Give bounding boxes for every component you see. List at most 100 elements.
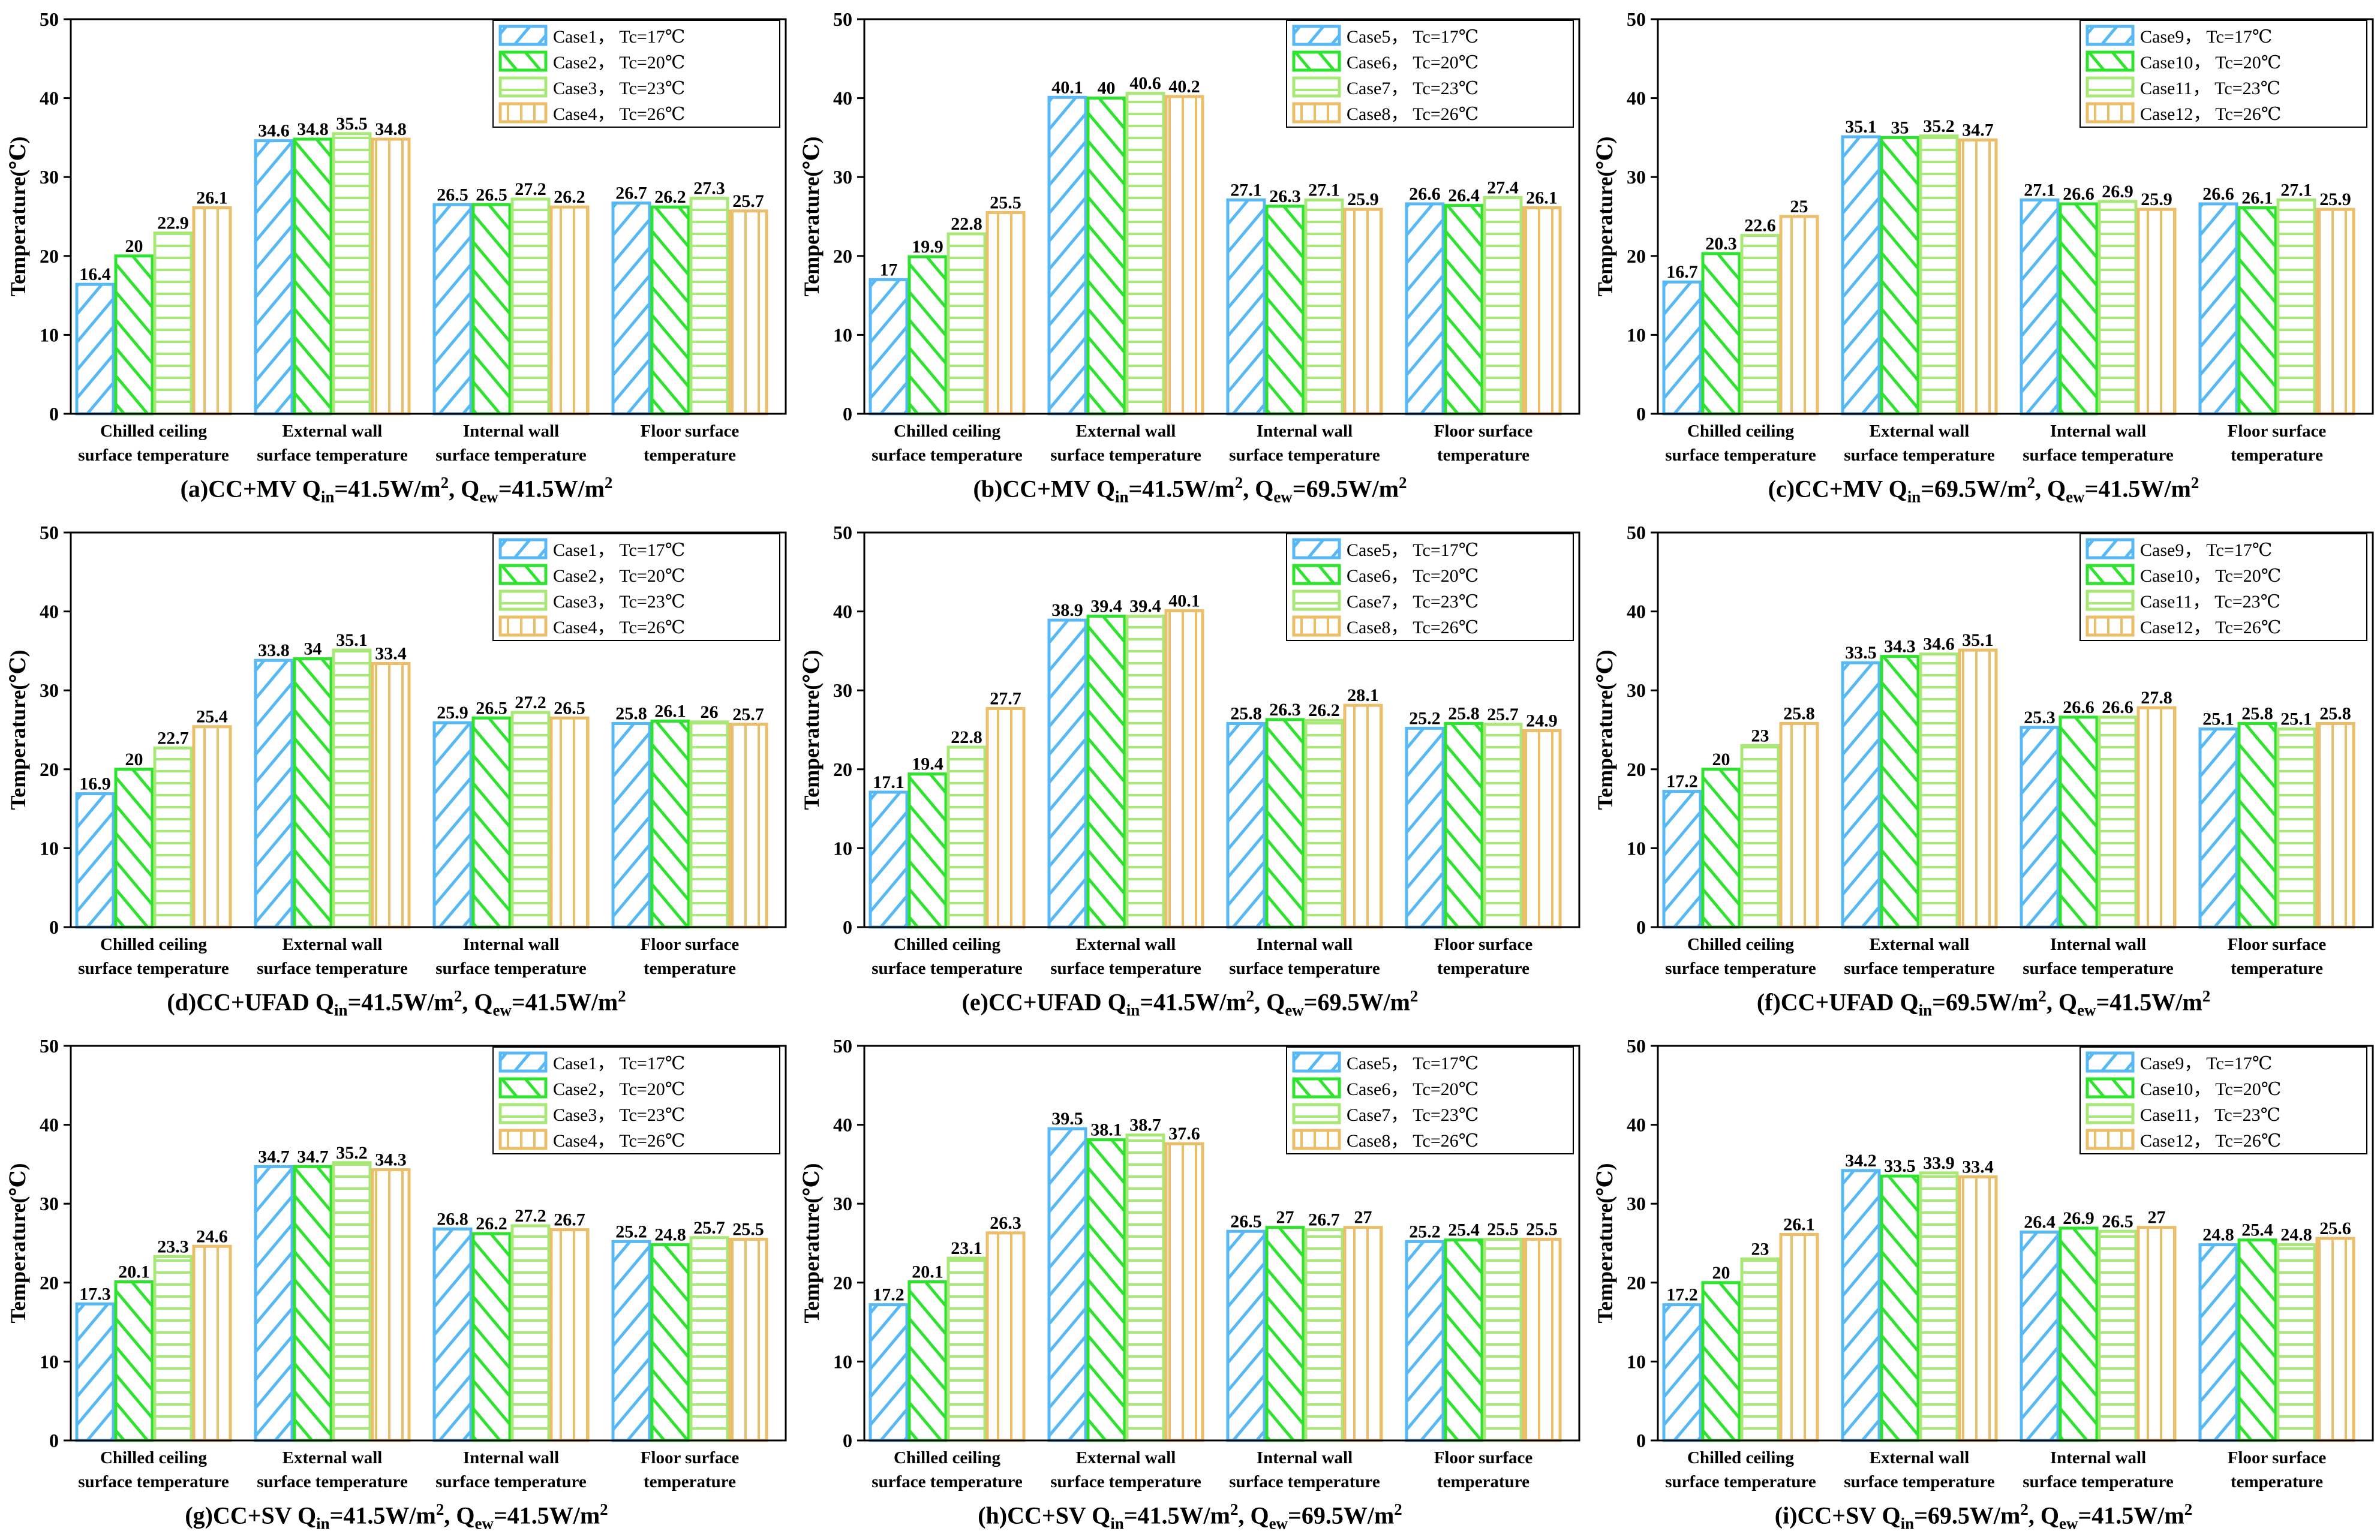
y-tick-label: 0 <box>1636 403 1646 425</box>
caption-part: 2 <box>2038 987 2047 1005</box>
data-label: 26.5 <box>476 698 507 718</box>
legend-label: Case12， Tc=26℃ <box>2140 618 2281 637</box>
legend-label: Case9， Tc=17℃ <box>2140 27 2272 47</box>
bar <box>1343 207 1383 416</box>
data-label: 34.6 <box>1923 634 1955 654</box>
caption-part: ew <box>2059 1514 2078 1533</box>
legend-label: Case9， Tc=17℃ <box>2140 540 2272 560</box>
bar <box>75 282 115 416</box>
caption-part: 2 <box>453 987 462 1005</box>
y-tick-label: 30 <box>833 679 852 701</box>
caption-part: ew <box>1285 1001 1304 1019</box>
data-label: 26.3 <box>990 1213 1021 1233</box>
bar <box>1740 1257 1780 1442</box>
bar <box>1662 1303 1702 1442</box>
legend-swatch <box>2085 538 2135 560</box>
bar <box>549 1228 590 1442</box>
data-label: 35.1 <box>1962 630 1994 650</box>
y-tick-label: 50 <box>40 522 59 543</box>
data-label: 16.9 <box>79 774 111 794</box>
bar <box>2276 1243 2316 1442</box>
bar <box>1740 234 1780 416</box>
caption-part: =41.5W/m <box>347 988 454 1016</box>
x-tick-label: Internal wall <box>1257 935 1353 954</box>
y-tick-label: 50 <box>833 1035 852 1057</box>
data-label: 35.2 <box>336 1143 368 1163</box>
plot-frame <box>1657 18 2374 415</box>
caption-part: ew <box>492 1001 512 1019</box>
bar <box>371 1168 411 1442</box>
legend-label: Case9， Tc=17℃ <box>2140 1054 2272 1073</box>
bar-chart: 17.2 39.5 26.5 25.2 20.1 38.1 27 25.4 23.1 38.7 26… <box>800 1035 1580 1491</box>
x-tick-label: surface temperature <box>257 1472 408 1491</box>
bar <box>1047 618 1087 929</box>
bar <box>728 723 768 929</box>
bar <box>1483 723 1523 929</box>
bar <box>254 1165 294 1442</box>
bar <box>1444 204 1484 416</box>
caption-part: , Q <box>2035 475 2066 503</box>
data-label: 26.6 <box>2063 184 2094 204</box>
legend-label: Case4， Tc=26℃ <box>553 618 685 637</box>
data-label: 27.1 <box>1308 180 1340 200</box>
caption-part: in <box>316 1514 330 1533</box>
caption-part: in <box>334 1001 348 1019</box>
data-label: 40.1 <box>1168 591 1200 610</box>
y-tick-label: 50 <box>40 8 59 30</box>
x-tick-label: Internal wall <box>2050 422 2146 441</box>
chart-panel: 16.7 35.1 27.1 26.6 20.3 35 26.6 26.1 22.6 35.2 26… <box>1587 0 2380 513</box>
caption-part: 2 <box>1394 1500 1402 1518</box>
x-tick-label: Chilled ceiling <box>894 422 1001 441</box>
caption-part: (c)CC+MV Q <box>1768 475 1907 503</box>
bar <box>1304 1228 1344 1442</box>
bar <box>2237 721 2277 929</box>
caption-part: (f)CC+UFAD Q <box>1756 988 1919 1016</box>
x-tick-label: surface temperature <box>1844 446 1995 465</box>
data-label: 20.3 <box>1705 234 1737 254</box>
bar <box>946 745 987 929</box>
bar <box>1047 1127 1087 1442</box>
legend-swatch <box>2085 1051 2135 1073</box>
bar <box>869 790 909 929</box>
data-label: 26 <box>701 702 719 722</box>
x-tick-label: temperature <box>644 959 736 978</box>
legend-swatch <box>2085 615 2135 637</box>
x-tick-label: Floor surface <box>641 1448 740 1467</box>
legend-swatch <box>2085 589 2135 611</box>
bar <box>432 203 473 416</box>
bar <box>2315 207 2355 416</box>
data-label: 27.1 <box>2024 180 2056 200</box>
data-label: 33.4 <box>375 643 407 663</box>
panel-caption: (f)CC+UFAD Qin=69.5W/m2, Qew=41.5W/m2 <box>1587 987 2380 1019</box>
x-tick-label: Chilled ceiling <box>1687 935 1795 954</box>
data-label: 26.9 <box>2063 1208 2094 1228</box>
caption-part: , Q <box>1254 988 1285 1016</box>
y-tick-label: 30 <box>833 1193 852 1214</box>
x-tick-label: Chilled ceiling <box>100 935 208 954</box>
chart-panel: 16.4 34.6 26.5 26.7 20 34.8 26.5 26.2 22.9 35.5 27… <box>0 0 793 513</box>
y-tick-label: 20 <box>833 759 852 780</box>
x-tick-label: temperature <box>644 1472 736 1491</box>
legend-label: Case4， Tc=26℃ <box>553 1131 685 1151</box>
legend-swatch <box>2085 1077 2135 1099</box>
data-label: 26.3 <box>1269 700 1301 720</box>
x-tick-label: surface temperature <box>1050 1472 1201 1491</box>
data-label: 25.3 <box>2024 708 2056 727</box>
bar <box>1125 1133 1165 1442</box>
x-tick-label: Floor surface <box>1434 1448 1533 1467</box>
bar <box>114 768 154 929</box>
y-tick-label: 40 <box>1627 601 1646 622</box>
caption-part: 2 <box>2190 474 2199 492</box>
data-label: 27.2 <box>515 179 546 199</box>
y-tick-label: 30 <box>1627 1193 1646 1214</box>
caption-part: (i)CC+SV Q <box>1774 1502 1901 1529</box>
data-label: 26.8 <box>437 1209 468 1229</box>
caption-part: =41.5W/m <box>329 1502 436 1529</box>
plot-frame <box>70 1045 787 1442</box>
legend-label: Case8， Tc=26℃ <box>1347 1131 1479 1151</box>
x-tick-label: surface temperature <box>2023 1472 2174 1491</box>
y-tick-label: 20 <box>1627 1272 1646 1294</box>
bar <box>1047 95 1087 416</box>
bar <box>1405 1240 1445 1442</box>
caption-part: 2 <box>435 1500 444 1518</box>
